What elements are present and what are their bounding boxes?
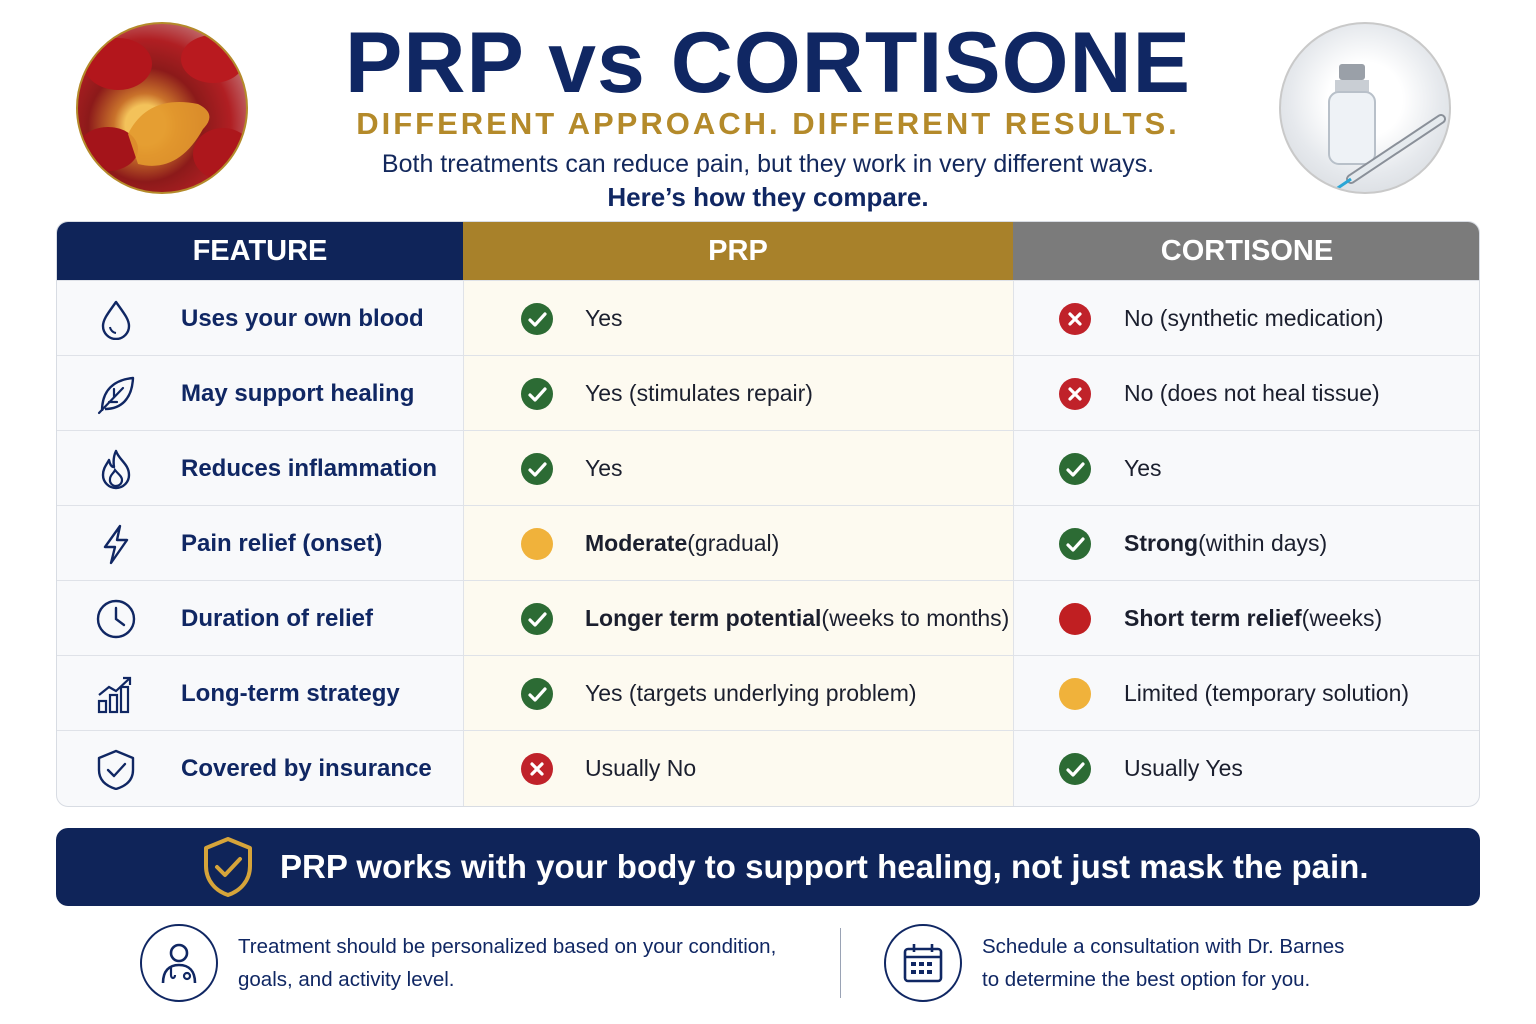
doctor-icon xyxy=(140,924,218,1002)
cortisone-value-extra: (weeks) xyxy=(1301,605,1383,631)
page-subtitle: DIFFERENT APPROACH. DIFFERENT RESULTS. xyxy=(356,106,1180,141)
table-row: Long-term strategy Yes (targets underlyin… xyxy=(57,655,1479,731)
column-divider xyxy=(1013,280,1014,806)
flame-icon xyxy=(101,449,131,490)
footer-divider xyxy=(840,928,841,998)
prp-check-icon xyxy=(521,603,553,635)
blood-cells-photo xyxy=(76,22,248,194)
table-row: Reduces inflammation Yes Yes xyxy=(57,430,1479,506)
cortisone-value-main: Yes xyxy=(1124,455,1162,481)
table-row: Pain relief (onset) Moderate (gradual) Str… xyxy=(57,505,1479,581)
cortisone-value: Strong (within days) xyxy=(1124,506,1327,581)
prp-value: Yes xyxy=(585,281,623,356)
leaf-icon xyxy=(97,376,135,415)
cortisone-value: No (does not heal tissue) xyxy=(1124,356,1380,431)
prp-value: Longer term potential (weeks to months) xyxy=(585,581,1009,656)
prp-value-main: Yes xyxy=(585,305,623,331)
feature-label: Duration of relief xyxy=(181,604,374,632)
cortisone-value-main: No (synthetic medication) xyxy=(1124,305,1384,331)
prp-value: Yes xyxy=(585,431,623,506)
header-prp: PRP xyxy=(463,222,1013,280)
prp-check-icon xyxy=(521,378,553,410)
cortisone-value-main: No (does not heal tissue) xyxy=(1124,380,1380,406)
personalized-note: Treatment should be personalized based o… xyxy=(238,930,776,996)
cortisone-value-main: Short term relief xyxy=(1124,605,1302,631)
prp-value-main: Longer term potential xyxy=(585,605,822,631)
cortisone-value-main: Usually Yes xyxy=(1124,755,1243,781)
feature-label: Uses your own blood xyxy=(181,304,424,332)
feature-label: May support healing xyxy=(181,379,415,407)
blood-drop-icon xyxy=(101,300,131,340)
cortisone-value: No (synthetic medication) xyxy=(1124,281,1384,356)
prp-column-background xyxy=(463,222,1013,806)
cortisone-amber-dot-icon xyxy=(1059,678,1091,710)
header-feature: FEATURE xyxy=(57,222,463,280)
prp-value-main: Yes (stimulates repair) xyxy=(585,380,813,406)
key-message-banner: PRP works with your body to support heal… xyxy=(56,828,1480,906)
prp-value-main: Moderate xyxy=(585,530,688,556)
prp-value-extra: (weeks to months) xyxy=(821,605,1010,631)
prp-value-main: Yes xyxy=(585,455,623,481)
prp-check-icon xyxy=(521,303,553,335)
prp-value-main: Usually No xyxy=(585,755,697,781)
prp-value-extra: (gradual) xyxy=(687,530,780,556)
page-title: PRP vs CORTISONE xyxy=(345,15,1191,111)
lightning-icon xyxy=(103,524,129,565)
consultation-note-line-1: Schedule a consultation with Dr. Barnes xyxy=(982,935,1345,958)
prp-value-main: Yes (targets underlying problem) xyxy=(585,680,917,706)
personalized-note-line-1: Treatment should be personalized based o… xyxy=(238,935,777,958)
prp-value: Moderate (gradual) xyxy=(585,506,779,581)
consultation-note-line-2: to determine the best option for you. xyxy=(982,968,1311,991)
column-divider xyxy=(463,280,464,806)
table-row: Uses your own blood Yes No (synthetic medi… xyxy=(57,280,1479,356)
feature-label: Reduces inflammation xyxy=(181,454,438,482)
table-row: May support healing Yes (stimulates repai… xyxy=(57,355,1479,431)
prp-cross-icon xyxy=(521,753,553,785)
prp-value: Yes (stimulates repair) xyxy=(585,356,813,431)
cortisone-cross-icon xyxy=(1059,303,1091,335)
cortisone-value: Yes xyxy=(1124,431,1162,506)
feature-label: Covered by insurance xyxy=(181,754,432,782)
clock-icon xyxy=(96,599,136,639)
prp-check-icon xyxy=(521,678,553,710)
cortisone-check-icon xyxy=(1059,453,1091,485)
table-row: Duration of relief Longer term potential … xyxy=(57,580,1479,656)
cortisone-value-extra: (within days) xyxy=(1198,530,1328,556)
intro-text: Both treatments can reduce pain, but the… xyxy=(381,150,1155,178)
growth-chart-icon xyxy=(97,676,132,714)
cortisone-value: Short term relief (weeks) xyxy=(1124,581,1382,656)
cortisone-red-dot-icon xyxy=(1059,603,1091,635)
comparison-table: FEATURE PRP CORTISONE Uses your own bloo… xyxy=(56,221,1480,807)
cortisone-cross-icon xyxy=(1059,378,1091,410)
cortisone-value: Usually Yes xyxy=(1124,731,1243,806)
prp-value: Yes (targets underlying problem) xyxy=(585,656,917,731)
vial-and-syringe-photo xyxy=(1279,22,1451,194)
prp-amber-dot-icon xyxy=(521,528,553,560)
consultation-note: Schedule a consultation with Dr. Barnes … xyxy=(982,930,1344,996)
intro-strong-text: Here’s how they compare. xyxy=(607,182,929,212)
cortisone-check-icon xyxy=(1059,528,1091,560)
cortisone-value-main: Limited (temporary solution) xyxy=(1124,680,1410,706)
banner-text: PRP works with your body to support heal… xyxy=(280,848,1369,885)
feature-label: Pain relief (onset) xyxy=(181,529,383,557)
shield-check-icon xyxy=(204,837,252,897)
shield-check-icon xyxy=(97,749,135,790)
table-row: Covered by insurance Usually No Usually Ye… xyxy=(57,730,1479,806)
prp-check-icon xyxy=(521,453,553,485)
cortisone-check-icon xyxy=(1059,753,1091,785)
feature-label: Long-term strategy xyxy=(181,679,400,707)
cortisone-value: Limited (temporary solution) xyxy=(1124,656,1409,731)
calendar-icon xyxy=(884,924,962,1002)
personalized-note-line-2: goals, and activity level. xyxy=(238,968,455,991)
cortisone-value-main: Strong xyxy=(1124,530,1199,556)
prp-value: Usually No xyxy=(585,731,696,806)
header-cortisone: CORTISONE xyxy=(1013,222,1479,280)
